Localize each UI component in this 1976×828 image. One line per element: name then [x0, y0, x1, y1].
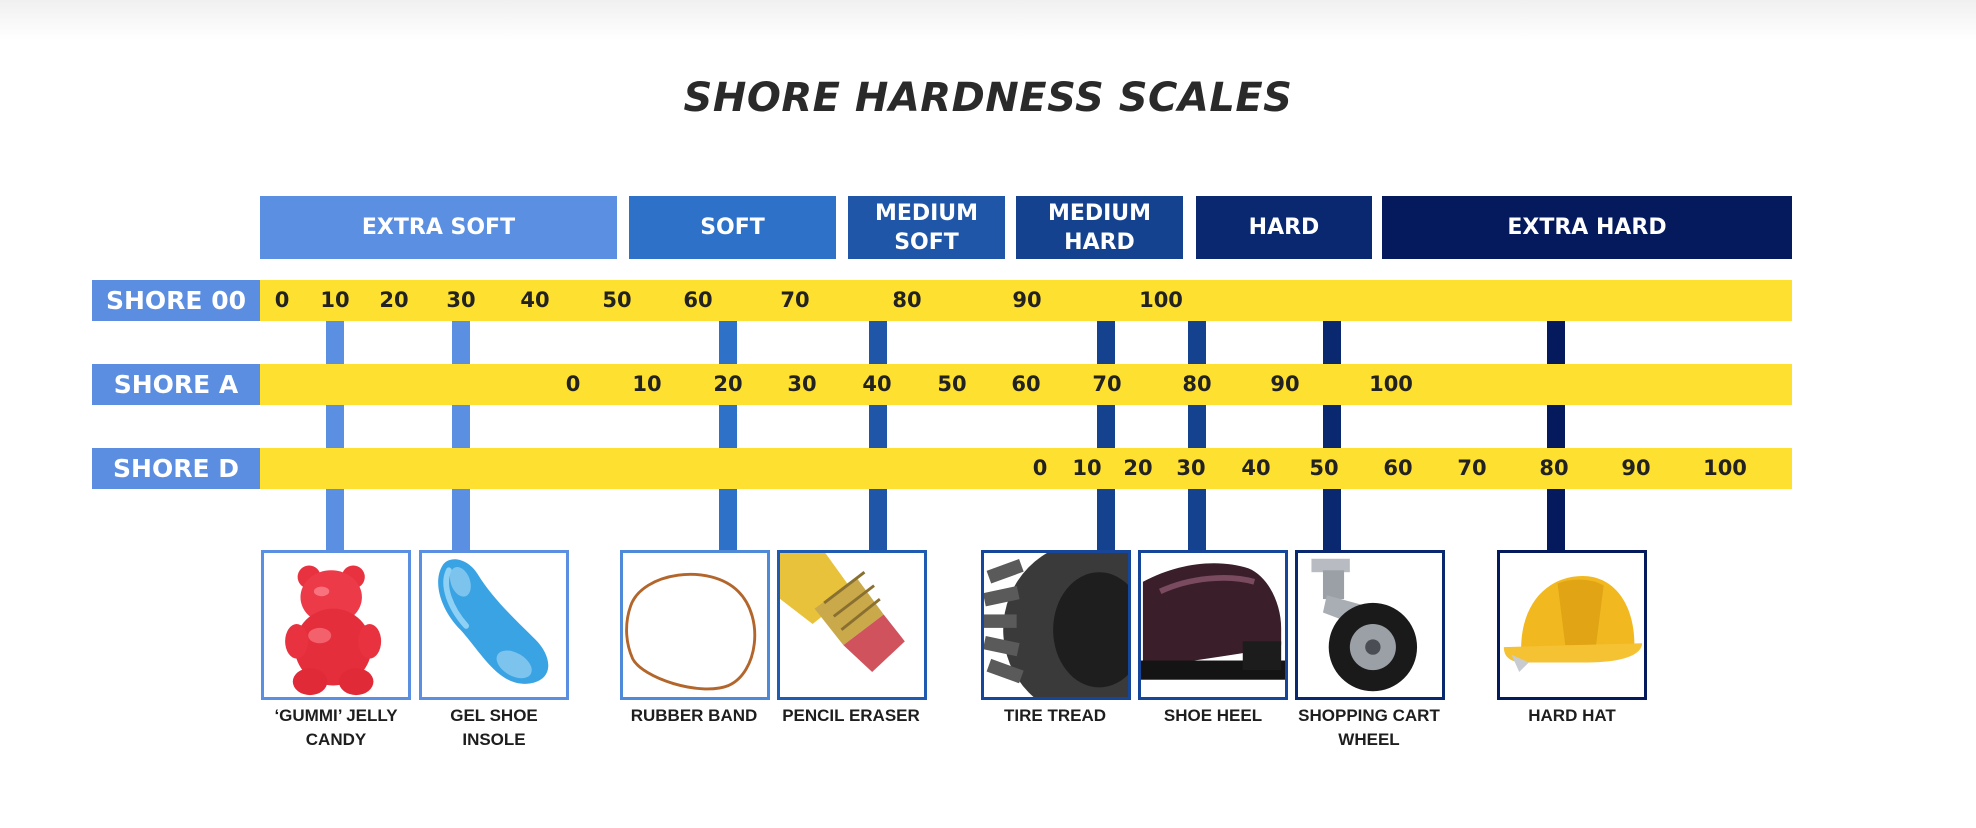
- tick-a-80: 80: [1182, 372, 1212, 396]
- category-medium-soft: MEDIUM SOFT: [848, 196, 1005, 259]
- tick-00-80: 80: [892, 288, 922, 312]
- caster-wheel-icon: [1311, 558, 1418, 692]
- caption-hard-hat: HARD HAT: [1528, 706, 1616, 725]
- tick-00-40: 40: [520, 288, 550, 312]
- tick-a-40: 40: [862, 372, 892, 396]
- caption-cart-wheel: SHOPPING CART WHEEL: [1298, 706, 1440, 749]
- connector-cart-wheel: [1323, 318, 1341, 552]
- tick-00-20: 20: [379, 288, 409, 312]
- connector-hard-hat: [1547, 318, 1565, 552]
- connector-eraser: [869, 318, 887, 552]
- scale-label-shore-d: SHORE D: [92, 448, 260, 489]
- tick-d-30: 30: [1176, 456, 1206, 480]
- connector-gummy: [326, 318, 344, 552]
- tick-d-10: 10: [1072, 456, 1102, 480]
- caption-rubber-band: RUBBER BAND: [630, 706, 758, 725]
- scale-bar-shore-a: [260, 364, 1792, 405]
- caption-eraser: PENCIL ERASER: [782, 706, 920, 725]
- tick-a-10: 10: [632, 372, 662, 396]
- example-shoe-heel-frame: [1138, 550, 1288, 700]
- tick-a-20: 20: [713, 372, 743, 396]
- tick-a-0: 0: [565, 372, 581, 396]
- caption-gummy: ‘GUMMI’ JELLY CANDY: [274, 706, 398, 749]
- category-extra-hard: EXTRA HARD: [1382, 196, 1792, 259]
- scale-bar-shore-d: [260, 448, 1792, 489]
- caption-insole: GEL SHOE INSOLE: [450, 706, 538, 749]
- connector-tire: [1097, 318, 1115, 552]
- connector-insole: [452, 318, 470, 552]
- example-gummy-frame: [261, 550, 411, 700]
- example-insole-frame: [419, 550, 569, 700]
- tick-d-70: 70: [1457, 456, 1487, 480]
- example-tire-frame: [981, 550, 1131, 700]
- page-title: SHORE HARDNESS SCALES: [683, 75, 1293, 121]
- connector-rubber-band: [719, 318, 737, 552]
- tire-icon: [984, 553, 1128, 697]
- category-hard: HARD: [1196, 196, 1372, 259]
- tick-a-30: 30: [787, 372, 817, 396]
- tick-a-100: 100: [1369, 372, 1413, 396]
- tick-a-70: 70: [1092, 372, 1122, 396]
- tick-00-90: 90: [1012, 288, 1042, 312]
- example-rubber-band-frame: [620, 550, 770, 700]
- shoe-icon: [1141, 563, 1285, 680]
- rubber-band-icon: [625, 572, 757, 691]
- tick-00-50: 50: [602, 288, 632, 312]
- tick-00-60: 60: [683, 288, 713, 312]
- tick-d-60: 60: [1383, 456, 1413, 480]
- scale-bar-shore-00: [260, 280, 1792, 321]
- example-eraser-frame: [777, 550, 927, 700]
- tick-a-50: 50: [937, 372, 967, 396]
- category-soft: SOFT: [629, 196, 836, 259]
- shoe-insole-icon: [438, 559, 549, 684]
- tick-d-90: 90: [1621, 456, 1651, 480]
- hard-hat-icon: [1503, 576, 1643, 673]
- tick-00-10: 10: [320, 288, 350, 312]
- gummy-bear-icon: [285, 565, 382, 696]
- connector-shoe-heel: [1188, 318, 1206, 552]
- tick-a-60: 60: [1011, 372, 1041, 396]
- top-shadow-band: [0, 0, 1976, 40]
- tick-d-0: 0: [1032, 456, 1048, 480]
- tick-00-70: 70: [780, 288, 810, 312]
- category-extra-soft: EXTRA SOFT: [260, 196, 617, 259]
- tick-d-20: 20: [1123, 456, 1153, 480]
- example-cart-wheel-frame: [1295, 550, 1445, 700]
- scale-label-shore-a: SHORE A: [92, 364, 260, 405]
- tick-d-80: 80: [1539, 456, 1569, 480]
- category-medium-hard: MEDIUM HARD: [1016, 196, 1183, 259]
- scale-label-shore-00: SHORE 00: [92, 280, 260, 321]
- caption-shoe-heel: SHOE HEEL: [1163, 706, 1263, 725]
- caption-tire: TIRE TREAD: [1004, 706, 1106, 725]
- tick-00-0: 0: [274, 288, 290, 312]
- tick-a-90: 90: [1270, 372, 1300, 396]
- tick-d-40: 40: [1241, 456, 1271, 480]
- tick-00-30: 30: [446, 288, 476, 312]
- example-hard-hat-frame: [1497, 550, 1647, 700]
- tick-d-100: 100: [1703, 456, 1747, 480]
- pencil-eraser-icon: [780, 553, 905, 673]
- tick-00-100: 100: [1139, 288, 1183, 312]
- tick-d-50: 50: [1309, 456, 1339, 480]
